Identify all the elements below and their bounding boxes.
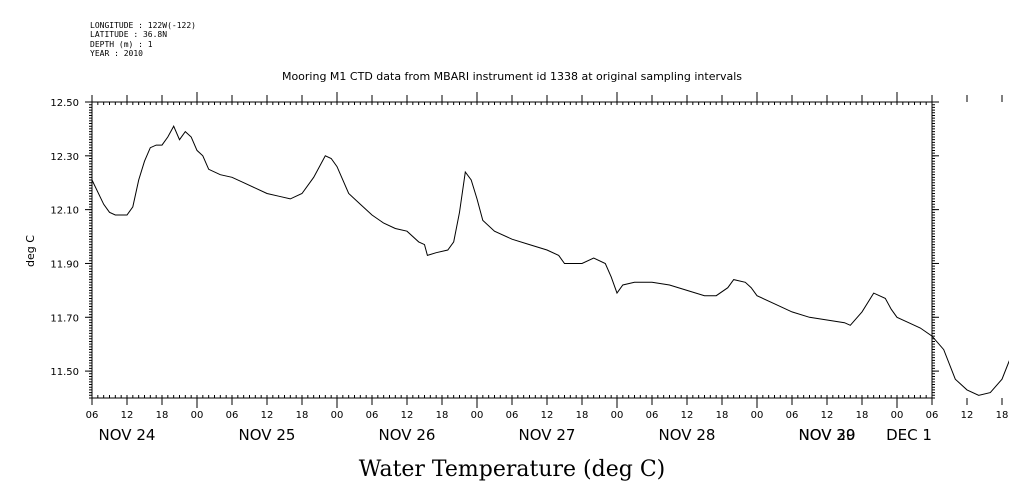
x-tick-label: 12 [541, 410, 554, 421]
x-tick-label: 18 [576, 410, 589, 421]
x-tick-label: 18 [436, 410, 449, 421]
x-tick-label: 00 [471, 410, 484, 421]
y-axis: 12.50 12.30 12.10 11.90 11.70 11.50 [50, 98, 939, 378]
x-tick-label: 18 [996, 410, 1009, 421]
temperature-series-line [91, 125, 1009, 396]
x-tick-label: 06 [226, 410, 239, 421]
minor-tick-marks [89, 101, 935, 399]
x-tick-label: 12 [681, 410, 694, 421]
day-label: NOV 25 [239, 426, 296, 444]
day-label: NOV 24 [99, 426, 156, 444]
metadata-latitude: LATITUDE : 36.8N [90, 30, 168, 40]
x-tick-label: 12 [961, 410, 974, 421]
plot-frame [91, 101, 933, 399]
day-label: NOV 28 [659, 426, 716, 444]
x-tick-label: 12 [401, 410, 414, 421]
day-label: NOV 29 [799, 426, 856, 444]
x-tick-label: 06 [786, 410, 799, 421]
x-tick-label: 06 [646, 410, 659, 421]
day-label: NOV 26 [379, 426, 436, 444]
metadata-year: YEAR : 2010 [90, 48, 143, 58]
day-label: NOV 27 [519, 426, 576, 444]
metadata-block: LONGITUDE : 122W(-122) LATITUDE : 36.8N … [90, 21, 196, 58]
chart-title: Mooring M1 CTD data from MBARI instrumen… [282, 70, 742, 83]
x-tick-label: 00 [331, 410, 344, 421]
minor-ticks [89, 101, 935, 399]
x-tick-label: 00 [191, 410, 204, 421]
day-labels: NOV 24 NOV 25 NOV 26 NOV 27 NOV 28 NOV 29NOV … [99, 426, 932, 444]
y-tick-label: 11.50 [50, 367, 79, 378]
x-tick-label: 06 [926, 410, 939, 421]
metadata-depth: DEPTH (m) : 1 [90, 39, 153, 49]
x-tick-label: 18 [716, 410, 729, 421]
x-tick-label: 00 [751, 410, 764, 421]
x-tick-label: 12 [261, 410, 274, 421]
x-tick-label: 06 [366, 410, 379, 421]
x-tick-label: 06 [86, 410, 99, 421]
y-tick-label: 11.90 [50, 259, 79, 270]
x-tick-label: 00 [891, 410, 904, 421]
y-tick-label: 12.50 [50, 98, 79, 109]
y-tick-label: 11.70 [50, 313, 79, 324]
x-tick-label: 12 [121, 410, 134, 421]
x-tick-label: 00 [611, 410, 624, 421]
y-tick-label: 12.30 [50, 152, 79, 163]
x-axis: 06 12 18 00 06 12 18 00 06 12 18 00 06 12 18 00 06 12 18 00… [86, 92, 1009, 421]
day-label: NOV 30 [799, 426, 856, 444]
x-tick-label: 18 [296, 410, 309, 421]
x-tick-label: 18 [856, 410, 869, 421]
x-tick-label: 18 [156, 410, 169, 421]
day-label: DEC 1 [886, 426, 932, 444]
metadata-longitude: LONGITUDE : 122W(-122) [90, 21, 196, 30]
x-tick-label: 12 [821, 410, 834, 421]
y-axis-label: deg C [24, 235, 37, 267]
y-tick-label: 12.10 [50, 206, 79, 217]
x-tick-label: 06 [506, 410, 519, 421]
footer-title: Water Temperature (deg C) [359, 457, 666, 482]
